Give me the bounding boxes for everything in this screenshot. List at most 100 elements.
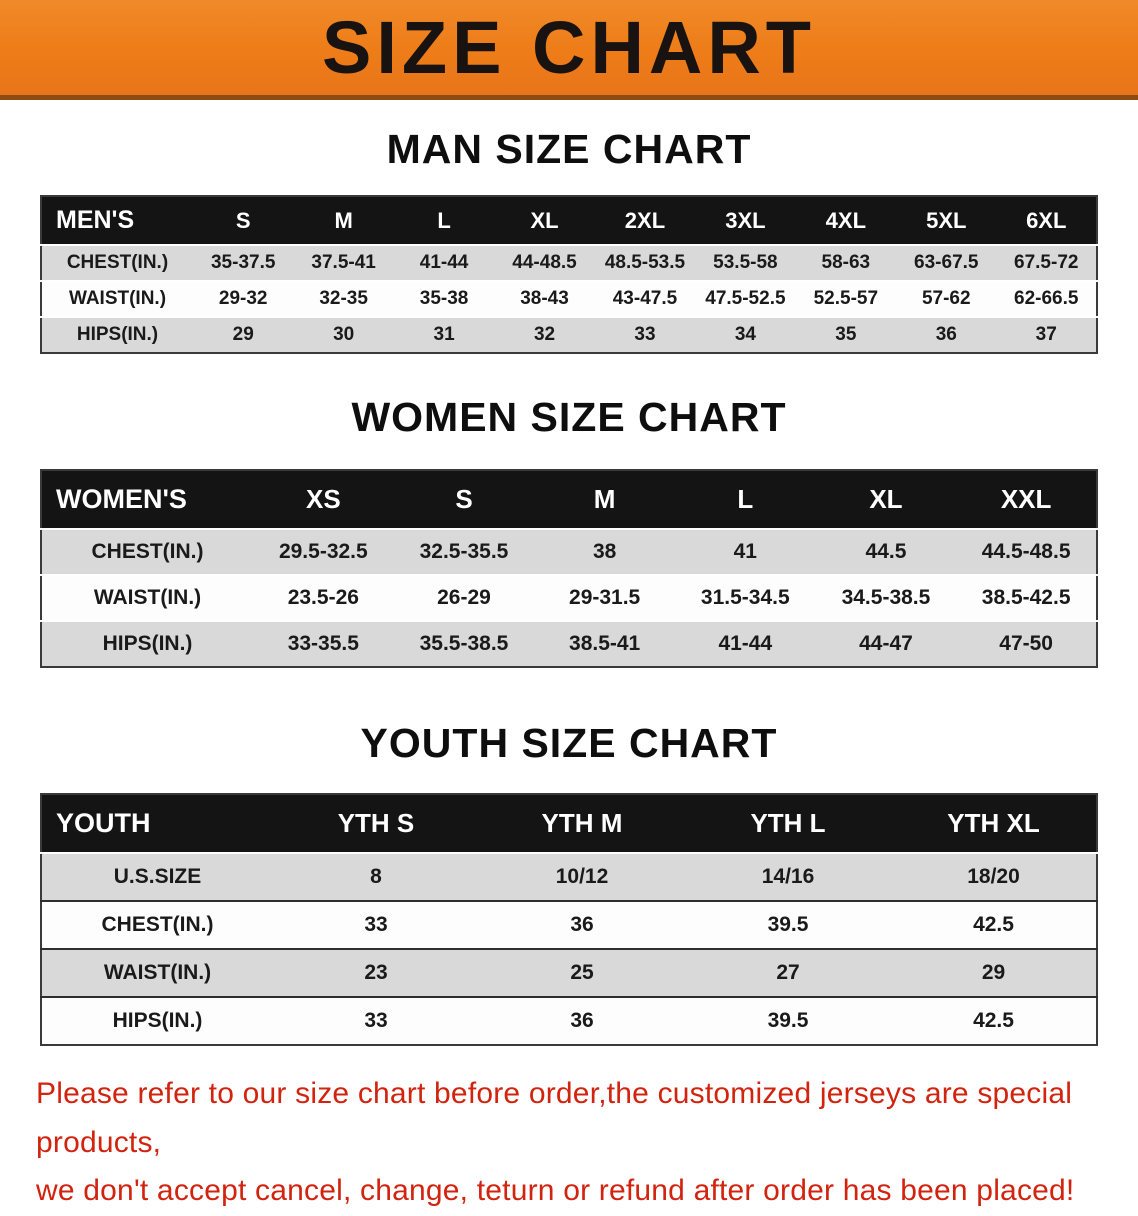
youth-section-title: YOUTH SIZE CHART xyxy=(360,720,778,766)
women-size-table: WOMEN'S XS S M L XL XXL CHEST(IN.) 29.5-32.5 32.5… xyxy=(40,469,1098,668)
women-section: WOMEN SIZE CHART WOMEN'S XS S M L XL XXL CHEST(… xyxy=(0,394,1138,668)
notice-line-2: we don't accept cancel, change, teturn o… xyxy=(36,1174,1075,1208)
size-value-cell: 35 xyxy=(835,324,857,345)
size-column-header: 2XL xyxy=(594,196,696,246)
size-column-header: YTH S xyxy=(273,794,479,854)
size-value-cell: 39.5 xyxy=(767,1009,809,1032)
men-size-table: MEN'S S M L XL 2XL 3XL 4XL 5XL 6XL CHEST(IN.) 35-37… xyxy=(40,195,1098,354)
men-section: MAN SIZE CHART MEN'S S M L XL 2XL 3XL 4XL 5XL 6XL… xyxy=(0,126,1138,354)
size-value-cell: 29 xyxy=(232,324,254,345)
size-value-cell: 18/20 xyxy=(967,865,1020,888)
table-row: HIPS(IN.) 33 36 39.5 42.5 xyxy=(41,997,1097,1045)
size-column-header: M xyxy=(534,470,675,530)
row-label: U.S.SIZE xyxy=(113,865,202,888)
table-row: WAIST(IN.) 23 25 27 29 xyxy=(41,949,1097,997)
size-value-cell: 33 xyxy=(364,1009,388,1032)
size-value-cell: 25 xyxy=(570,961,594,984)
size-value-cell: 35.5-38.5 xyxy=(419,632,509,655)
size-value-cell: 58-63 xyxy=(821,252,871,273)
size-value-cell: 23.5-26 xyxy=(287,586,359,609)
size-value-cell: 37 xyxy=(1035,324,1057,345)
table-row: HIPS(IN.) 33-35.5 35.5-38.5 38.5-41 41-44 44-… xyxy=(41,621,1097,667)
size-value-cell: 47-50 xyxy=(999,632,1053,655)
size-value-cell: 53.5-58 xyxy=(713,252,778,273)
size-value-cell: 63-67.5 xyxy=(914,252,979,273)
size-column-header: L xyxy=(393,196,495,246)
size-value-cell: 67.5-72 xyxy=(1014,252,1079,273)
notice-line-1: Please refer to our size chart before or… xyxy=(36,1077,1073,1159)
size-column-header: S xyxy=(393,470,535,530)
size-value-cell: 47.5-52.5 xyxy=(705,288,786,309)
size-value-cell: 37.5-41 xyxy=(311,252,376,273)
size-column-header: YTH M xyxy=(479,794,685,854)
row-label: HIPS(IN.) xyxy=(112,1009,203,1032)
size-value-cell: 8 xyxy=(370,865,382,888)
size-column-header: 3XL xyxy=(695,196,796,246)
size-value-cell: 57-62 xyxy=(921,288,971,309)
size-value-cell: 38 xyxy=(592,540,617,563)
table-header-row: MEN'S S M L XL 2XL 3XL 4XL 5XL 6XL xyxy=(41,196,1097,246)
size-column-header: YTH XL xyxy=(891,794,1097,854)
size-column-header: 5XL xyxy=(896,196,997,246)
size-value-cell: 10/12 xyxy=(555,865,609,888)
size-value-cell: 62-66.5 xyxy=(1014,288,1079,309)
size-value-cell: 35-37.5 xyxy=(210,252,276,273)
size-value-cell: 33-35.5 xyxy=(287,632,359,655)
table-row: WAIST(IN.) 23.5-26 26-29 29-31.5 31.5-34.5 34… xyxy=(41,575,1097,621)
size-value-cell: 30 xyxy=(333,324,355,345)
size-column-header: 6XL xyxy=(996,196,1097,246)
size-value-cell: 36 xyxy=(570,913,594,936)
banner: SIZE CHART xyxy=(0,0,1138,100)
size-value-cell: 44-47 xyxy=(859,632,913,655)
table-row: U.S.SIZE 8 10/12 14/16 18/20 xyxy=(41,853,1097,901)
size-column-header: M xyxy=(293,196,394,246)
table-header-row: WOMEN'S XS S M L XL XXL xyxy=(41,470,1097,530)
table-row: CHEST(IN.) 29.5-32.5 32.5-35.5 38 41 44.5 44.5… xyxy=(41,529,1097,575)
size-value-cell: 44.5 xyxy=(865,540,907,563)
size-column-header: XS xyxy=(253,470,394,530)
table-row: WAIST(IN.) 29-32 32-35 35-38 38-43 43-47.5 47.… xyxy=(41,281,1097,317)
size-column-header: 4XL xyxy=(795,196,897,246)
size-value-cell: 41 xyxy=(733,540,757,563)
table-corner-label: WOMEN'S xyxy=(41,470,253,530)
row-label: CHEST(IN.) xyxy=(101,913,214,936)
size-value-cell: 33 xyxy=(634,324,656,345)
size-value-cell: 32-35 xyxy=(319,288,368,309)
size-value-cell: 33 xyxy=(364,913,388,936)
size-value-cell: 27 xyxy=(776,961,800,984)
size-value-cell: 36 xyxy=(935,324,957,345)
size-value-cell: 52.5-57 xyxy=(813,288,879,309)
size-value-cell: 29.5-32.5 xyxy=(278,540,368,563)
size-column-header: YTH L xyxy=(685,794,891,854)
size-value-cell: 29-31.5 xyxy=(569,586,641,609)
row-label: WAIST(IN.) xyxy=(103,961,212,984)
size-value-cell: 26-29 xyxy=(437,586,491,609)
size-value-cell: 48.5-53.5 xyxy=(604,252,686,273)
size-value-cell: 29-32 xyxy=(218,288,268,309)
size-value-cell: 35-38 xyxy=(419,288,469,309)
row-label: CHEST(IN.) xyxy=(91,540,204,563)
size-value-cell: 38.5-42.5 xyxy=(981,586,1071,609)
row-label: HIPS(IN.) xyxy=(76,324,159,345)
table-header-row: YOUTH YTH S YTH M YTH L YTH XL xyxy=(41,794,1097,854)
youth-size-table: YOUTH YTH S YTH M YTH L YTH XL U.S.SIZE 8 10/12… xyxy=(40,793,1098,1046)
footer-notice: Please refer to our size chart before or… xyxy=(0,1070,1138,1216)
table-corner-label: MEN'S xyxy=(41,196,193,246)
size-value-cell: 36 xyxy=(570,1009,594,1032)
row-label: WAIST(IN.) xyxy=(93,586,202,609)
size-value-cell: 44-48.5 xyxy=(512,252,577,273)
size-value-cell: 38-43 xyxy=(520,288,569,309)
table-row: CHEST(IN.) 35-37.5 37.5-41 41-44 44-48.5 48.5… xyxy=(41,245,1097,281)
size-column-header: L xyxy=(674,470,816,530)
size-value-cell: 41-44 xyxy=(419,252,469,273)
size-value-cell: 31.5-34.5 xyxy=(700,586,790,609)
size-value-cell: 34 xyxy=(734,324,756,345)
size-value-cell: 43-47.5 xyxy=(612,288,678,309)
size-value-cell: 32 xyxy=(533,324,556,345)
size-value-cell: 42.5 xyxy=(973,1009,1014,1032)
size-value-cell: 23 xyxy=(364,961,388,984)
size-column-header: XL xyxy=(494,196,595,246)
size-value-cell: 41-44 xyxy=(718,632,773,655)
table-row: CHEST(IN.) 33 36 39.5 42.5 xyxy=(41,901,1097,949)
men-section-title: MAN SIZE CHART xyxy=(386,126,752,172)
